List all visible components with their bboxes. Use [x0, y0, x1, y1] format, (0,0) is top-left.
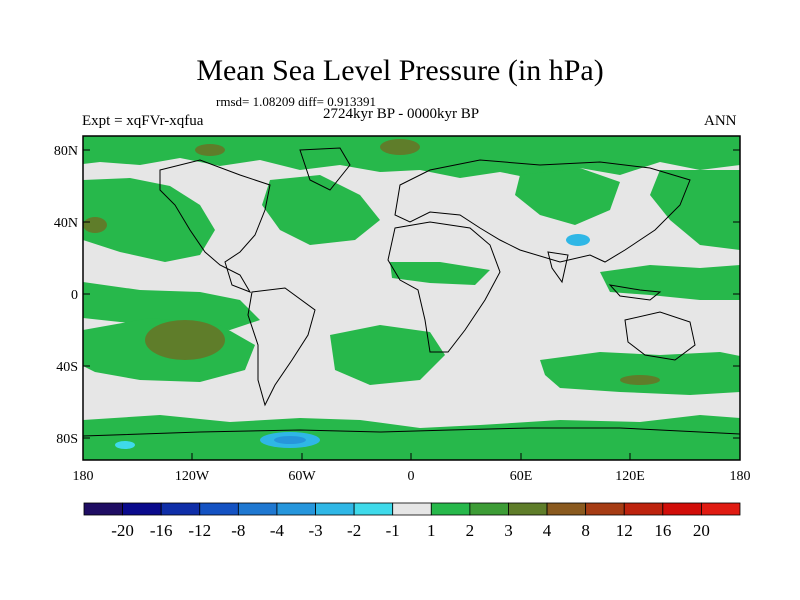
- period-label: 2724kyr BP - 0000kyr BP: [323, 106, 480, 122]
- colorbar-swatch: [701, 502, 741, 516]
- anomaly-field: [83, 136, 740, 460]
- colorbar-swatch: [83, 502, 123, 516]
- colorbar-label: 2: [466, 521, 475, 540]
- lon-label: 180: [73, 469, 94, 484]
- region-tropical-pacific-green: [83, 282, 260, 330]
- lat-label: 80S: [56, 432, 78, 447]
- colorbar-label: -8: [231, 521, 245, 540]
- colorbar-label: -20: [111, 521, 134, 540]
- lat-labels: 80N 40N 0 40S 80S: [54, 144, 78, 447]
- lon-label: 60E: [510, 469, 533, 484]
- lon-labels: 180 120W 60W 0 60E 120E 180: [73, 469, 751, 484]
- region-north-atlantic-green: [262, 175, 380, 245]
- lat-ticks: [83, 149, 740, 439]
- lat-label: 40S: [56, 360, 78, 375]
- lon-label: 180: [730, 469, 751, 484]
- colorbar-label: -2: [347, 521, 361, 540]
- colorbar: -20 -16 -12 -8 -4 -3 -2 -1 1 2 3 4 8 12 16 20: [83, 502, 741, 540]
- colorbar-swatch: [199, 502, 239, 516]
- region-south-indian-green: [540, 352, 740, 395]
- colorbar-label: 8: [581, 521, 590, 540]
- region-arctic-brown-2: [195, 144, 225, 156]
- colorbar-label: -16: [150, 521, 173, 540]
- map-title: Mean Sea Level Pressure (in hPa): [196, 54, 604, 87]
- region-southern-brown: [620, 375, 660, 385]
- experiment-label: Expt = xqFVr-xqfua: [82, 113, 204, 129]
- lat-label: 0: [71, 288, 78, 303]
- lat-label: 40N: [54, 216, 78, 231]
- region-antarctic-blue-core: [274, 436, 306, 444]
- colorbar-swatch: [469, 502, 509, 516]
- lon-label: 0: [408, 469, 415, 484]
- region-west-pacific-green: [650, 170, 740, 250]
- colorbar-label: 1: [427, 521, 436, 540]
- region-north-pacific-green: [83, 178, 215, 262]
- colorbar-swatch: [392, 502, 432, 516]
- colorbar-swatch: [546, 502, 587, 516]
- lon-label: 60W: [288, 469, 316, 484]
- colorbar-swatch: [276, 502, 316, 516]
- region-antarctic-blue-small: [115, 441, 135, 449]
- colorbar-label: 20: [693, 521, 710, 540]
- colorbar-swatch: [508, 502, 548, 516]
- colorbar-label: -3: [308, 521, 322, 540]
- colorbar-swatch: [160, 502, 201, 516]
- colorbar-swatch: [122, 502, 162, 516]
- region-indo-pacific-green: [600, 265, 740, 300]
- colorbar-swatch: [662, 502, 702, 516]
- region-pacific-brown: [145, 320, 225, 360]
- lon-label: 120E: [615, 469, 645, 484]
- colorbar-swatch: [237, 502, 278, 516]
- region-arctic-brown-1: [380, 139, 420, 155]
- colorbar-swatch: [353, 502, 394, 516]
- lon-ticks: [191, 453, 631, 460]
- colorbar-swatch: [430, 502, 471, 516]
- colorbar-label: -12: [188, 521, 211, 540]
- colorbar-label: 16: [654, 521, 671, 540]
- colorbar-swatch: [315, 502, 355, 516]
- region-west-pacific-brown: [83, 217, 107, 233]
- colorbar-label: -4: [270, 521, 285, 540]
- region-antarctic-green: [83, 415, 740, 460]
- region-africa-green: [390, 262, 490, 285]
- colorbar-label: -1: [386, 521, 400, 540]
- colorbar-swatch: [623, 502, 664, 516]
- colorbar-swatch: [585, 502, 625, 516]
- colorbar-label: 12: [616, 521, 633, 540]
- lon-label: 120W: [175, 469, 210, 484]
- stats-line: rmsd= 1.08209 diff= 0.913391: [216, 94, 376, 109]
- coastlines: [83, 147, 740, 437]
- colorbar-label: 3: [504, 521, 513, 540]
- region-south-atlantic-green: [330, 325, 445, 385]
- colorbar-label: 4: [543, 521, 552, 540]
- lat-label: 80N: [54, 144, 78, 159]
- season-label: ANN: [704, 113, 737, 129]
- region-asia-green: [515, 168, 620, 225]
- region-asia-blue: [566, 234, 590, 246]
